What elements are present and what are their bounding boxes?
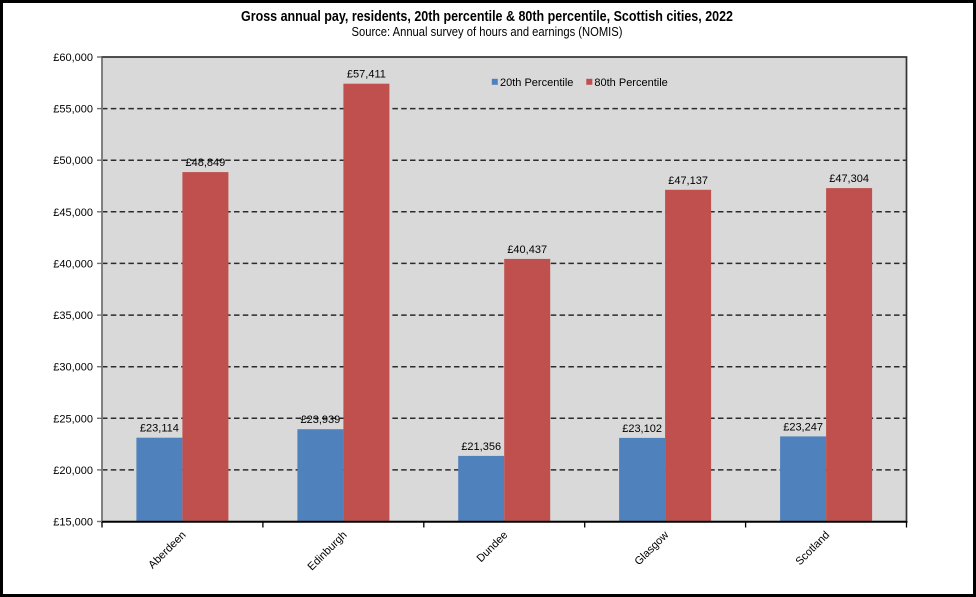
svg-text:£47,137: £47,137	[668, 175, 708, 187]
svg-text:£23,114: £23,114	[140, 423, 179, 435]
svg-text:Glasgow: Glasgow	[632, 529, 671, 568]
svg-text:Source: Annual survey of hours: Source: Annual survey of hours and earni…	[352, 25, 623, 39]
svg-text:£50,000: £50,000	[53, 155, 93, 167]
svg-text:£21,356: £21,356	[461, 441, 501, 453]
svg-text:£30,000: £30,000	[53, 362, 93, 374]
svg-text:£48,849: £48,849	[186, 157, 226, 169]
svg-text:£57,411: £57,411	[347, 69, 386, 81]
svg-text:80th Percentile: 80th Percentile	[594, 77, 667, 89]
svg-text:£40,437: £40,437	[507, 244, 547, 256]
svg-text:£20,000: £20,000	[53, 465, 93, 477]
svg-text:Scotland: Scotland	[793, 529, 832, 568]
svg-text:£23,247: £23,247	[783, 421, 823, 433]
svg-text:Edinburgh: Edinburgh	[306, 529, 350, 573]
svg-text:£15,000: £15,000	[53, 517, 93, 529]
svg-text:£25,000: £25,000	[53, 413, 93, 425]
svg-text:£23,939: £23,939	[301, 414, 341, 426]
svg-text:£40,000: £40,000	[53, 258, 93, 270]
svg-text:£60,000: £60,000	[53, 52, 93, 64]
svg-text:Gross annual pay, residents, 2: Gross annual pay, residents, 20th percen…	[241, 9, 733, 25]
svg-text:£23,102: £23,102	[622, 423, 662, 435]
svg-text:£55,000: £55,000	[53, 104, 93, 116]
svg-text:Aberdeen: Aberdeen	[146, 529, 188, 571]
svg-text:Dundee: Dundee	[475, 529, 511, 565]
svg-text:£47,304: £47,304	[829, 173, 869, 185]
svg-text:20th Percentile: 20th Percentile	[500, 77, 573, 89]
svg-text:£35,000: £35,000	[53, 310, 93, 322]
svg-text:£45,000: £45,000	[53, 207, 93, 219]
